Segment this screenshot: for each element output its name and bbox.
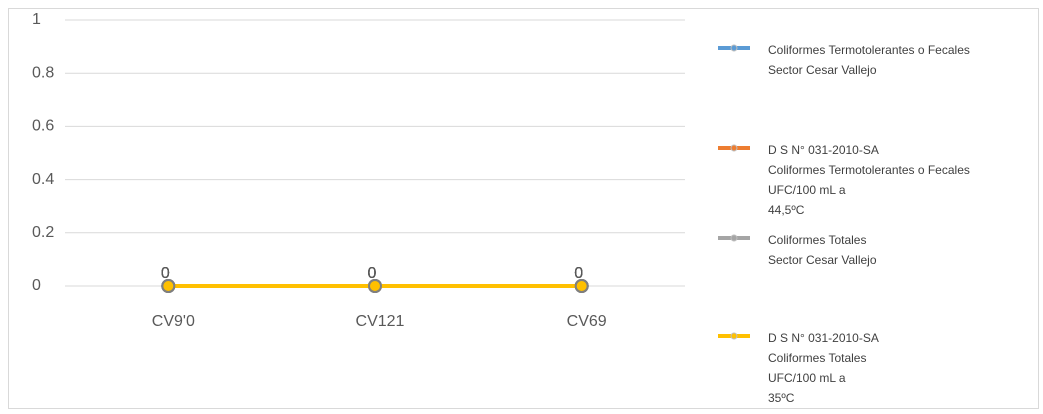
legend-marker [730,332,738,340]
data-label: 0 [574,265,583,282]
marker [368,279,382,293]
data-label: 0 [161,265,170,282]
x-tick-label: CV9'0 [152,313,195,330]
y-tick-label: 0.8 [32,64,54,81]
legend-marker [730,44,738,52]
data-label: 0 [574,265,583,282]
data-label: 0 [161,265,170,282]
data-label: 0 [368,265,377,282]
data-label: 0 [368,265,377,282]
data-label: 0 [574,265,583,282]
y-tick-label: 0.4 [32,171,54,188]
legend-entry: Coliformes Termotolerantes o Fecales Sec… [768,43,970,77]
y-tick-label: 0.6 [32,118,54,135]
data-label: 0 [161,265,170,282]
legend-entry: Coliformes Totales Sector Cesar Vallejo [768,233,877,267]
legend-entry: D S N° 031-2010-SA Coliformes Termotoler… [768,143,970,217]
legend-entry: D S N° 031-2010-SA Coliformes Totales UF… [768,331,879,405]
data-label: 0 [368,265,377,282]
legend-marker [730,234,738,242]
x-tick-label: CV121 [356,313,405,330]
data-label: 0 [161,265,170,282]
y-tick-label: 0 [32,277,41,294]
x-tick-label: CV69 [567,313,607,330]
legend-marker [730,144,738,152]
y-tick-label: 1 [32,11,41,28]
marker [161,279,176,293]
data-label: 0 [368,265,377,282]
y-tick-label: 0.2 [32,224,54,241]
chart-border [8,8,1039,409]
data-label: 0 [574,265,583,282]
marker [574,279,589,293]
